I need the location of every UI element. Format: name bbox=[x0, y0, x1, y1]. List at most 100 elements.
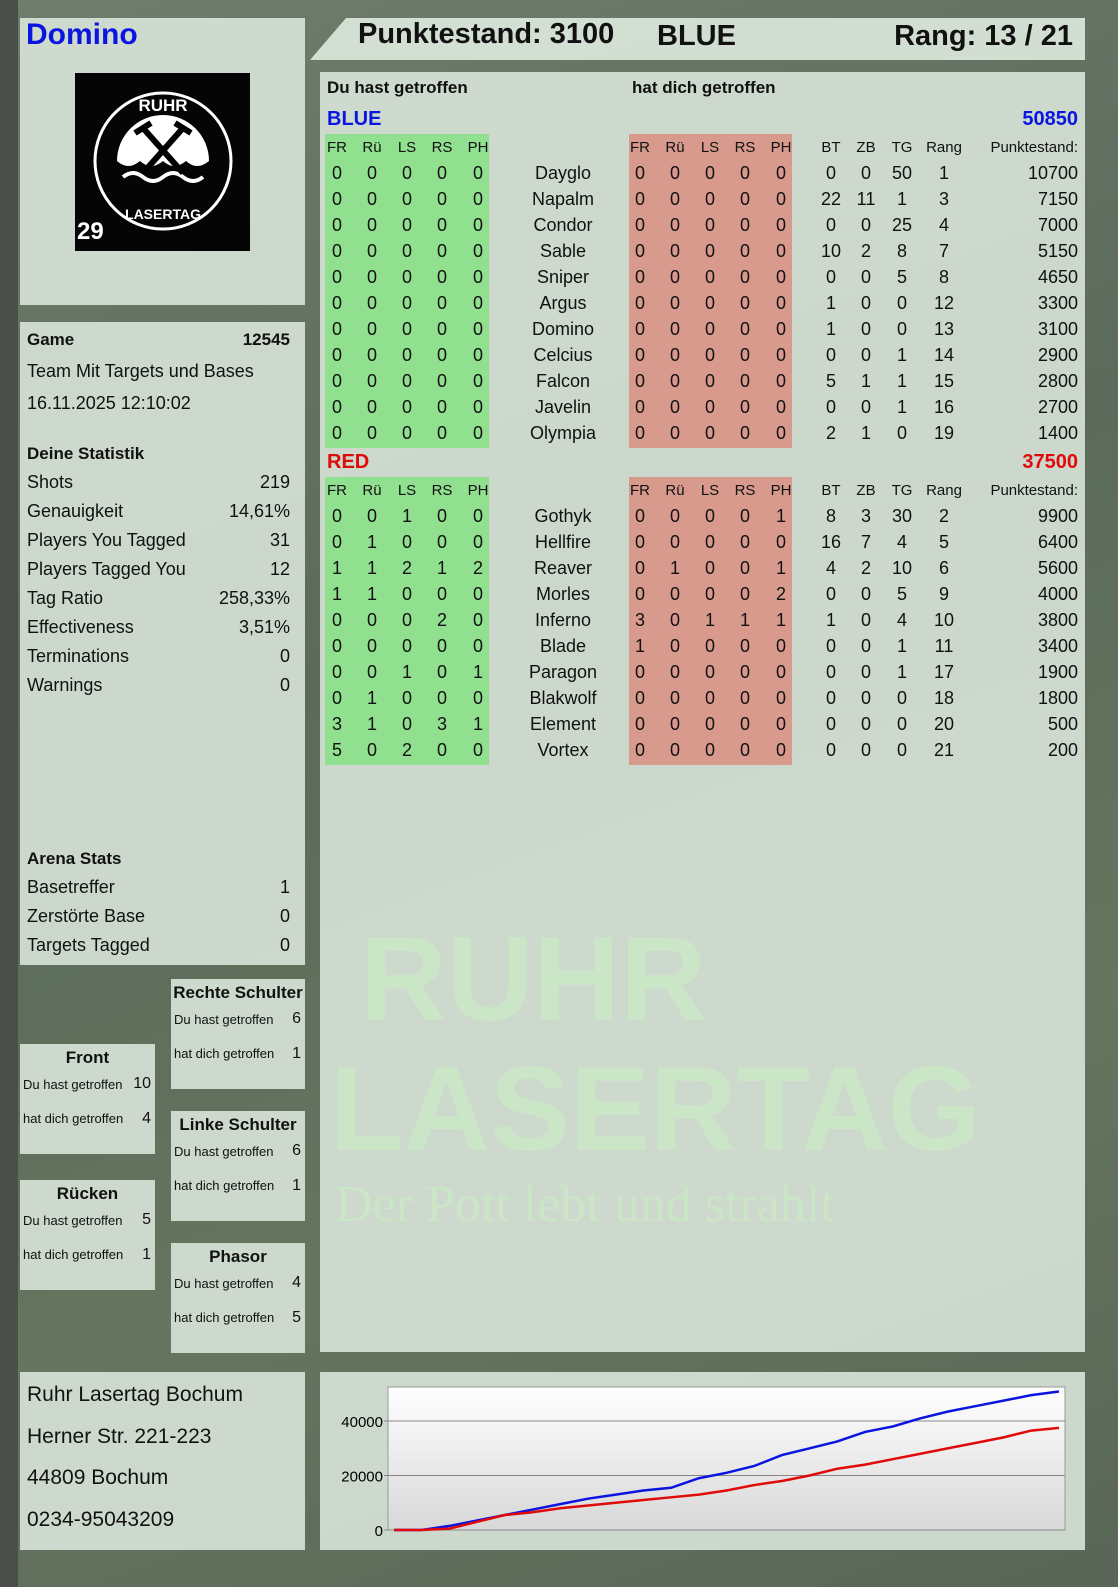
stat-cell: 1 bbox=[938, 163, 949, 183]
game-label: Game bbox=[27, 330, 75, 349]
stat-cell: 7 bbox=[860, 532, 871, 552]
stat-cell: 0 bbox=[669, 215, 680, 235]
stat-cell: 0 bbox=[472, 636, 483, 656]
stat-cell: 1 bbox=[860, 423, 871, 443]
stat-cell: 0 bbox=[331, 532, 342, 552]
watermark-ruhr: RUHR bbox=[360, 912, 707, 1046]
stat-cell: 0 bbox=[860, 397, 871, 417]
stat-cell: 0 bbox=[401, 215, 412, 235]
stat-cell: 11 bbox=[856, 189, 876, 209]
zone-got-value: 1 bbox=[292, 1045, 301, 1062]
stat-cell: 1 bbox=[825, 319, 836, 339]
arena-label: Zerstörte Base bbox=[27, 906, 146, 926]
stat-cell: 0 bbox=[401, 397, 412, 417]
stat-cell: 0 bbox=[634, 506, 645, 526]
stat-cell: 0 bbox=[860, 662, 871, 682]
stat-cell: 3 bbox=[634, 610, 645, 630]
stat-cell: 0 bbox=[331, 241, 342, 261]
column-header: PH bbox=[770, 482, 792, 499]
player-name-cell: Paragon bbox=[528, 662, 598, 682]
stat-cell: 8 bbox=[896, 241, 907, 261]
column-header: TG bbox=[891, 139, 913, 156]
stat-cell: 0 bbox=[739, 584, 750, 604]
team-score: 37500 bbox=[1022, 451, 1078, 473]
stat-cell: 0 bbox=[634, 371, 645, 391]
stat-cell: 0 bbox=[472, 688, 483, 708]
stat-cell: 0 bbox=[704, 558, 715, 578]
stat-cell: 1 bbox=[401, 506, 412, 526]
stat-cell: 0 bbox=[634, 345, 645, 365]
stat-cell: 1 bbox=[775, 610, 786, 630]
column-header: LS bbox=[397, 139, 417, 156]
stat-cell: 0 bbox=[704, 636, 715, 656]
stat-cell: 0 bbox=[739, 558, 750, 578]
series-line-1 bbox=[394, 1426, 1060, 1532]
stat-cell: 0 bbox=[704, 506, 715, 526]
stat-cell: 3 bbox=[331, 714, 342, 734]
player-score-cell: 1400 bbox=[1037, 423, 1078, 443]
stat-cell: 0 bbox=[704, 532, 715, 552]
stat-cell: 0 bbox=[634, 662, 645, 682]
stat-cell: 0 bbox=[739, 345, 750, 365]
stat-value: 3,51% bbox=[238, 617, 290, 637]
player-name-cell: Morles bbox=[535, 584, 590, 604]
stat-cell: 1 bbox=[472, 714, 483, 734]
column-header: Rü bbox=[362, 482, 382, 499]
hit-zone-box: Rücken Du hast getroffen 5 hat dich getroff… bbox=[20, 1180, 155, 1290]
zone-title: Rücken bbox=[56, 1184, 119, 1203]
player-score-cell: 5600 bbox=[1037, 558, 1078, 578]
stat-cell: 0 bbox=[472, 740, 483, 760]
column-header: PH bbox=[467, 139, 489, 156]
stat-cell: 0 bbox=[860, 345, 871, 365]
stat-label: Players You Tagged bbox=[27, 530, 186, 550]
stat-cell: 15 bbox=[933, 371, 955, 391]
arena-row: Basetreffer 1 bbox=[27, 877, 290, 898]
column-header: BT bbox=[821, 139, 841, 156]
stat-cell: 0 bbox=[825, 163, 836, 183]
hit-zone-box: Front Du hast getroffen 10 hat dich getroff… bbox=[20, 1044, 155, 1154]
stat-cell: 0 bbox=[669, 688, 680, 708]
score-label: Punktestand: 3100 bbox=[358, 18, 615, 50]
stat-cell: 0 bbox=[860, 293, 871, 313]
stat-cell: 0 bbox=[775, 714, 786, 734]
team-label: BLUE bbox=[657, 20, 736, 52]
stat-cell: 0 bbox=[739, 532, 750, 552]
stat-cell: 5 bbox=[896, 267, 907, 287]
stat-cell: 0 bbox=[775, 267, 786, 287]
stat-cell: 14 bbox=[933, 345, 955, 365]
zone-got-label: hat dich getroffen bbox=[174, 1046, 275, 1061]
stat-cell: 0 bbox=[436, 740, 447, 760]
stat-value: 0 bbox=[279, 675, 290, 695]
hit-you-band bbox=[629, 477, 792, 765]
stat-cell: 0 bbox=[401, 319, 412, 339]
stat-cell: 1 bbox=[896, 397, 907, 417]
arena-label: Basetreffer bbox=[27, 877, 115, 897]
stat-cell: 21 bbox=[933, 740, 955, 760]
address-panel bbox=[20, 1372, 305, 1550]
stat-cell: 1 bbox=[331, 584, 342, 604]
stat-cell: 0 bbox=[860, 319, 871, 339]
stat-cell: 0 bbox=[739, 506, 750, 526]
stat-cell: 0 bbox=[401, 241, 412, 261]
stat-cell: 0 bbox=[825, 714, 836, 734]
left-edge-bar bbox=[0, 0, 18, 1587]
stat-cell: 0 bbox=[401, 371, 412, 391]
stat-cell: 0 bbox=[436, 688, 447, 708]
stat-cell: 0 bbox=[472, 345, 483, 365]
stat-cell: 0 bbox=[366, 662, 377, 682]
zone-got-value: 5 bbox=[292, 1309, 301, 1326]
stat-cell: 0 bbox=[472, 532, 483, 552]
stat-cell: 0 bbox=[436, 189, 447, 209]
arena-value: 0 bbox=[279, 935, 290, 955]
player-score-cell: 500 bbox=[1047, 714, 1078, 734]
stat-cell: 0 bbox=[669, 293, 680, 313]
stat-cell: 0 bbox=[669, 397, 680, 417]
stat-cell: 2 bbox=[472, 558, 483, 578]
stat-cell: 2 bbox=[860, 558, 871, 578]
stat-cell: 0 bbox=[704, 241, 715, 261]
stat-cell: 0 bbox=[436, 584, 447, 604]
stat-cell: 10 bbox=[891, 558, 913, 578]
player-name-cell: Condor bbox=[533, 215, 593, 235]
stat-cell: 0 bbox=[401, 293, 412, 313]
stat-cell: 0 bbox=[472, 267, 483, 287]
